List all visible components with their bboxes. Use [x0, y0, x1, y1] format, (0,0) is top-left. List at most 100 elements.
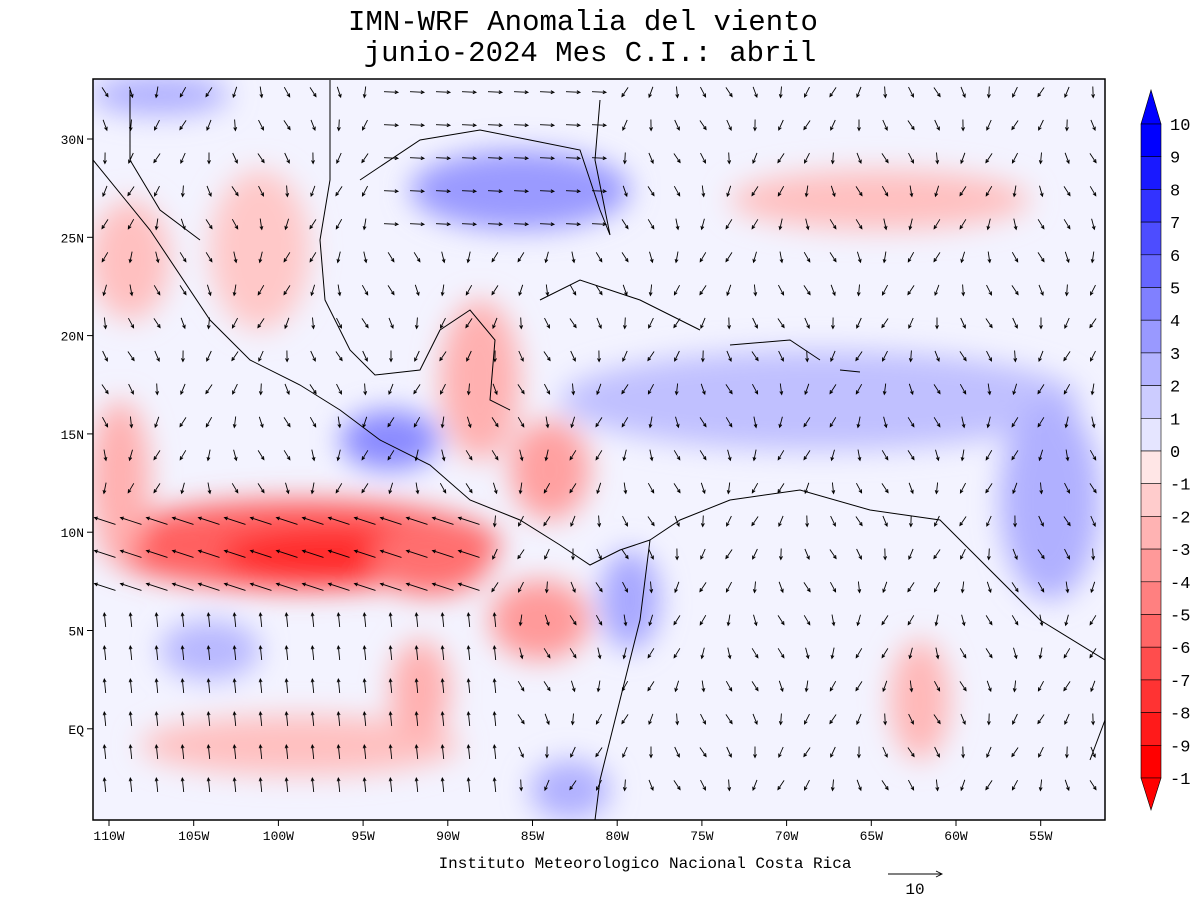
wind-vector	[517, 384, 525, 395]
wind-vector	[387, 450, 395, 461]
wind-vector	[569, 450, 577, 461]
wind-vector	[829, 87, 837, 98]
wind-vector	[933, 417, 941, 428]
wind-vector	[362, 416, 368, 429]
wind-vector	[309, 252, 317, 263]
wind-vector	[180, 677, 185, 694]
wind-vector	[518, 350, 524, 362]
wind-vector	[570, 416, 576, 429]
wind-vector	[128, 251, 133, 264]
wind-vector	[935, 779, 940, 792]
wind-vector	[180, 644, 185, 661]
wind-vector	[284, 317, 290, 330]
wind-vector	[1037, 87, 1045, 98]
wind-vector	[675, 86, 680, 99]
wind-vector	[409, 189, 426, 194]
wind-vector	[1013, 350, 1018, 363]
wind-vector	[206, 743, 211, 760]
wind-vector	[570, 680, 576, 693]
wind-vectors	[93, 86, 1097, 793]
wind-vector	[206, 449, 211, 462]
wind-vector	[960, 152, 966, 165]
wind-vector	[907, 450, 915, 461]
wind-vector	[753, 614, 758, 627]
wind-vector	[621, 417, 629, 428]
wind-vector	[310, 350, 316, 362]
wind-vector	[1011, 747, 1019, 758]
wind-vector	[284, 644, 289, 661]
wind-vector	[1011, 285, 1019, 296]
wind-vector	[700, 713, 706, 725]
wind-vector	[127, 351, 135, 362]
wind-vector	[232, 677, 237, 694]
wind-vector	[387, 285, 395, 296]
wind-vector	[591, 156, 608, 161]
wind-vector	[154, 776, 159, 793]
wind-vector	[435, 222, 452, 227]
wind-vector	[881, 284, 888, 296]
wind-vector	[985, 483, 993, 494]
lon-label: 95W	[351, 829, 375, 844]
wind-vector	[101, 252, 109, 263]
wind-vector	[934, 482, 939, 495]
wind-vector	[778, 218, 783, 231]
wind-vector	[986, 218, 991, 231]
wind-vector	[206, 350, 212, 362]
wind-vector	[725, 252, 733, 263]
wind-vector	[388, 383, 394, 396]
wind-vector	[1064, 317, 1070, 329]
wind-vector	[257, 483, 265, 494]
wind-vector	[128, 317, 135, 329]
wind-vector	[1039, 482, 1044, 495]
wind-vector	[985, 780, 993, 791]
wind-vector	[1089, 318, 1097, 329]
wind-vector	[362, 644, 367, 661]
wind-vector	[388, 644, 393, 661]
wind-vector	[726, 350, 732, 363]
wind-vector	[1012, 185, 1017, 198]
wind-vector	[258, 776, 263, 793]
wind-vector	[205, 416, 213, 428]
wind-vector	[119, 549, 142, 558]
wind-vector	[959, 516, 967, 527]
wind-vector	[674, 383, 679, 396]
wind-vector	[1065, 581, 1070, 594]
wind-vector	[856, 614, 861, 627]
wind-vector	[310, 284, 316, 297]
wind-vector	[179, 417, 187, 428]
wind-vector	[856, 482, 863, 494]
wind-vector	[517, 714, 525, 725]
wind-vector	[831, 614, 836, 627]
wind-vector	[544, 581, 549, 594]
lat-label: EQ	[68, 723, 84, 738]
wind-vector	[205, 87, 213, 98]
wind-vector	[986, 680, 992, 693]
wind-vector	[621, 549, 629, 560]
wind-vector	[1064, 713, 1070, 726]
wind-vector	[960, 581, 965, 594]
wind-vector	[362, 776, 367, 793]
wind-vector	[648, 614, 654, 627]
wind-vector	[543, 648, 551, 659]
wind-vector	[466, 383, 471, 396]
wind-vector	[805, 218, 810, 231]
wind-vector	[1091, 713, 1096, 726]
wind-vector	[986, 548, 991, 561]
wind-vector	[699, 252, 707, 263]
wind-vector	[487, 189, 504, 194]
wind-vector	[675, 713, 680, 726]
wind-vector	[284, 383, 290, 396]
wind-vector	[985, 648, 993, 659]
wind-vector	[1012, 317, 1018, 329]
wind-vector	[544, 614, 550, 627]
wind-vector	[431, 549, 454, 558]
wind-vector	[673, 284, 680, 296]
wind-vector	[805, 350, 810, 363]
wind-vector	[986, 581, 992, 594]
colorbar-label: 9	[1170, 150, 1180, 169]
wind-vector	[591, 222, 608, 227]
wind-vector	[465, 284, 473, 296]
wind-vector	[648, 86, 654, 99]
wind-vector	[310, 644, 315, 661]
wind-vector	[595, 285, 603, 296]
